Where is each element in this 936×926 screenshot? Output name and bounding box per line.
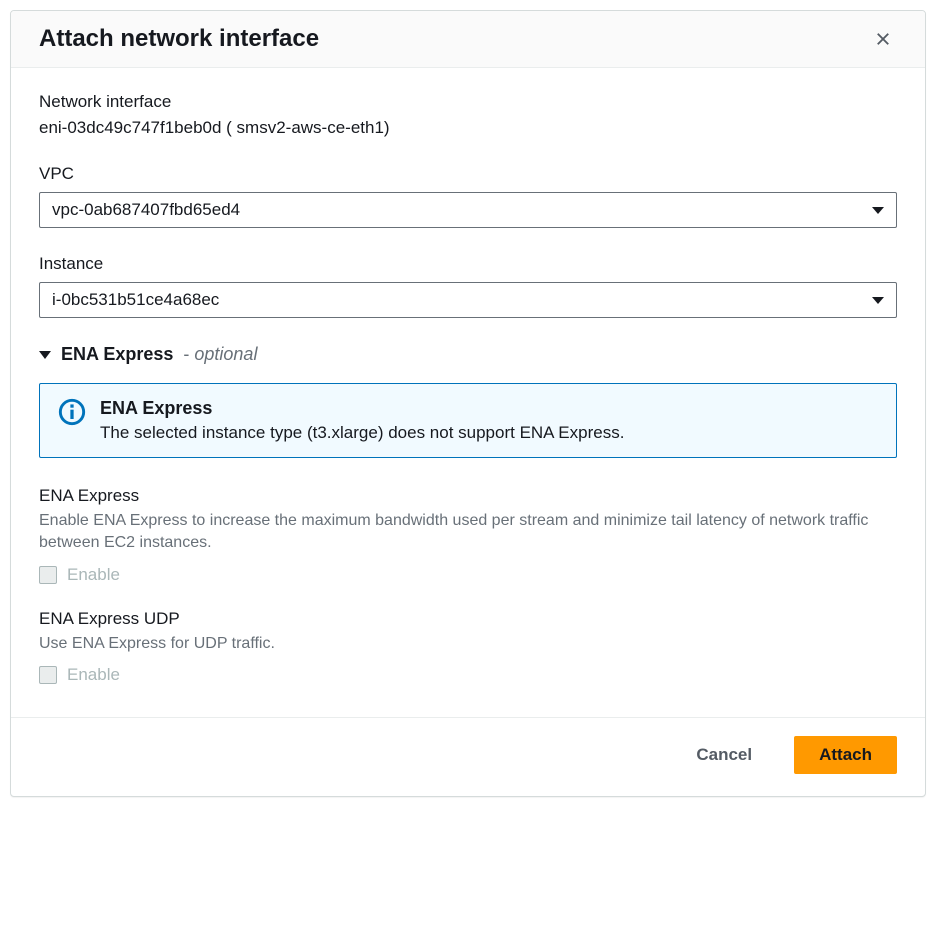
info-title: ENA Express	[100, 398, 624, 419]
ena-express-expander[interactable]: ENA Express optional	[39, 344, 897, 365]
ena-express-udp-description: Use ENA Express for UDP traffic.	[39, 633, 897, 655]
instance-label: Instance	[39, 254, 897, 274]
vpc-label: VPC	[39, 164, 897, 184]
ena-express-enable-checkbox[interactable]	[39, 566, 57, 584]
close-icon	[874, 30, 892, 48]
info-content: ENA Express The selected instance type (…	[100, 398, 624, 443]
ena-express-udp-checkbox-row: Enable	[39, 665, 897, 685]
dialog-footer: Cancel Attach	[11, 717, 925, 796]
chevron-down-icon	[39, 351, 51, 359]
optional-label: optional	[183, 344, 257, 365]
ena-express-enable-label: Enable	[67, 565, 120, 585]
dialog-body: Network interface eni-03dc49c747f1beb0d …	[11, 68, 925, 717]
network-interface-label: Network interface	[39, 92, 897, 112]
attach-button[interactable]: Attach	[794, 736, 897, 774]
network-interface-value: eni-03dc49c747f1beb0d ( smsv2-aws-ce-eth…	[39, 118, 897, 138]
dialog-title: Attach network interface	[39, 25, 319, 53]
vpc-select-value: vpc-0ab687407fbd65ed4	[52, 200, 240, 220]
ena-express-udp-enable-checkbox[interactable]	[39, 666, 57, 684]
close-button[interactable]	[869, 25, 897, 53]
info-icon	[58, 398, 86, 426]
info-message: The selected instance type (t3.xlarge) d…	[100, 423, 624, 443]
ena-express-description: Enable ENA Express to increase the maxim…	[39, 510, 897, 555]
ena-express-info-alert: ENA Express The selected instance type (…	[39, 383, 897, 458]
ena-express-title: ENA Express	[39, 486, 897, 506]
ena-express-checkbox-row: Enable	[39, 565, 897, 585]
vpc-select[interactable]: vpc-0ab687407fbd65ed4	[39, 192, 897, 228]
ena-express-udp-enable-label: Enable	[67, 665, 120, 685]
vpc-field: VPC vpc-0ab687407fbd65ed4	[39, 164, 897, 228]
cancel-button[interactable]: Cancel	[672, 736, 776, 774]
ena-express-setting: ENA Express Enable ENA Express to increa…	[39, 486, 897, 585]
instance-field: Instance i-0bc531b51ce4a68ec	[39, 254, 897, 318]
ena-express-section-title: ENA Express	[61, 344, 173, 365]
ena-express-udp-setting: ENA Express UDP Use ENA Express for UDP …	[39, 609, 897, 685]
chevron-down-icon	[872, 297, 884, 304]
chevron-down-icon	[872, 207, 884, 214]
attach-network-interface-dialog: Attach network interface Network interfa…	[10, 10, 926, 797]
ena-express-udp-title: ENA Express UDP	[39, 609, 897, 629]
dialog-header: Attach network interface	[11, 11, 925, 68]
instance-select[interactable]: i-0bc531b51ce4a68ec	[39, 282, 897, 318]
instance-select-value: i-0bc531b51ce4a68ec	[52, 290, 219, 310]
